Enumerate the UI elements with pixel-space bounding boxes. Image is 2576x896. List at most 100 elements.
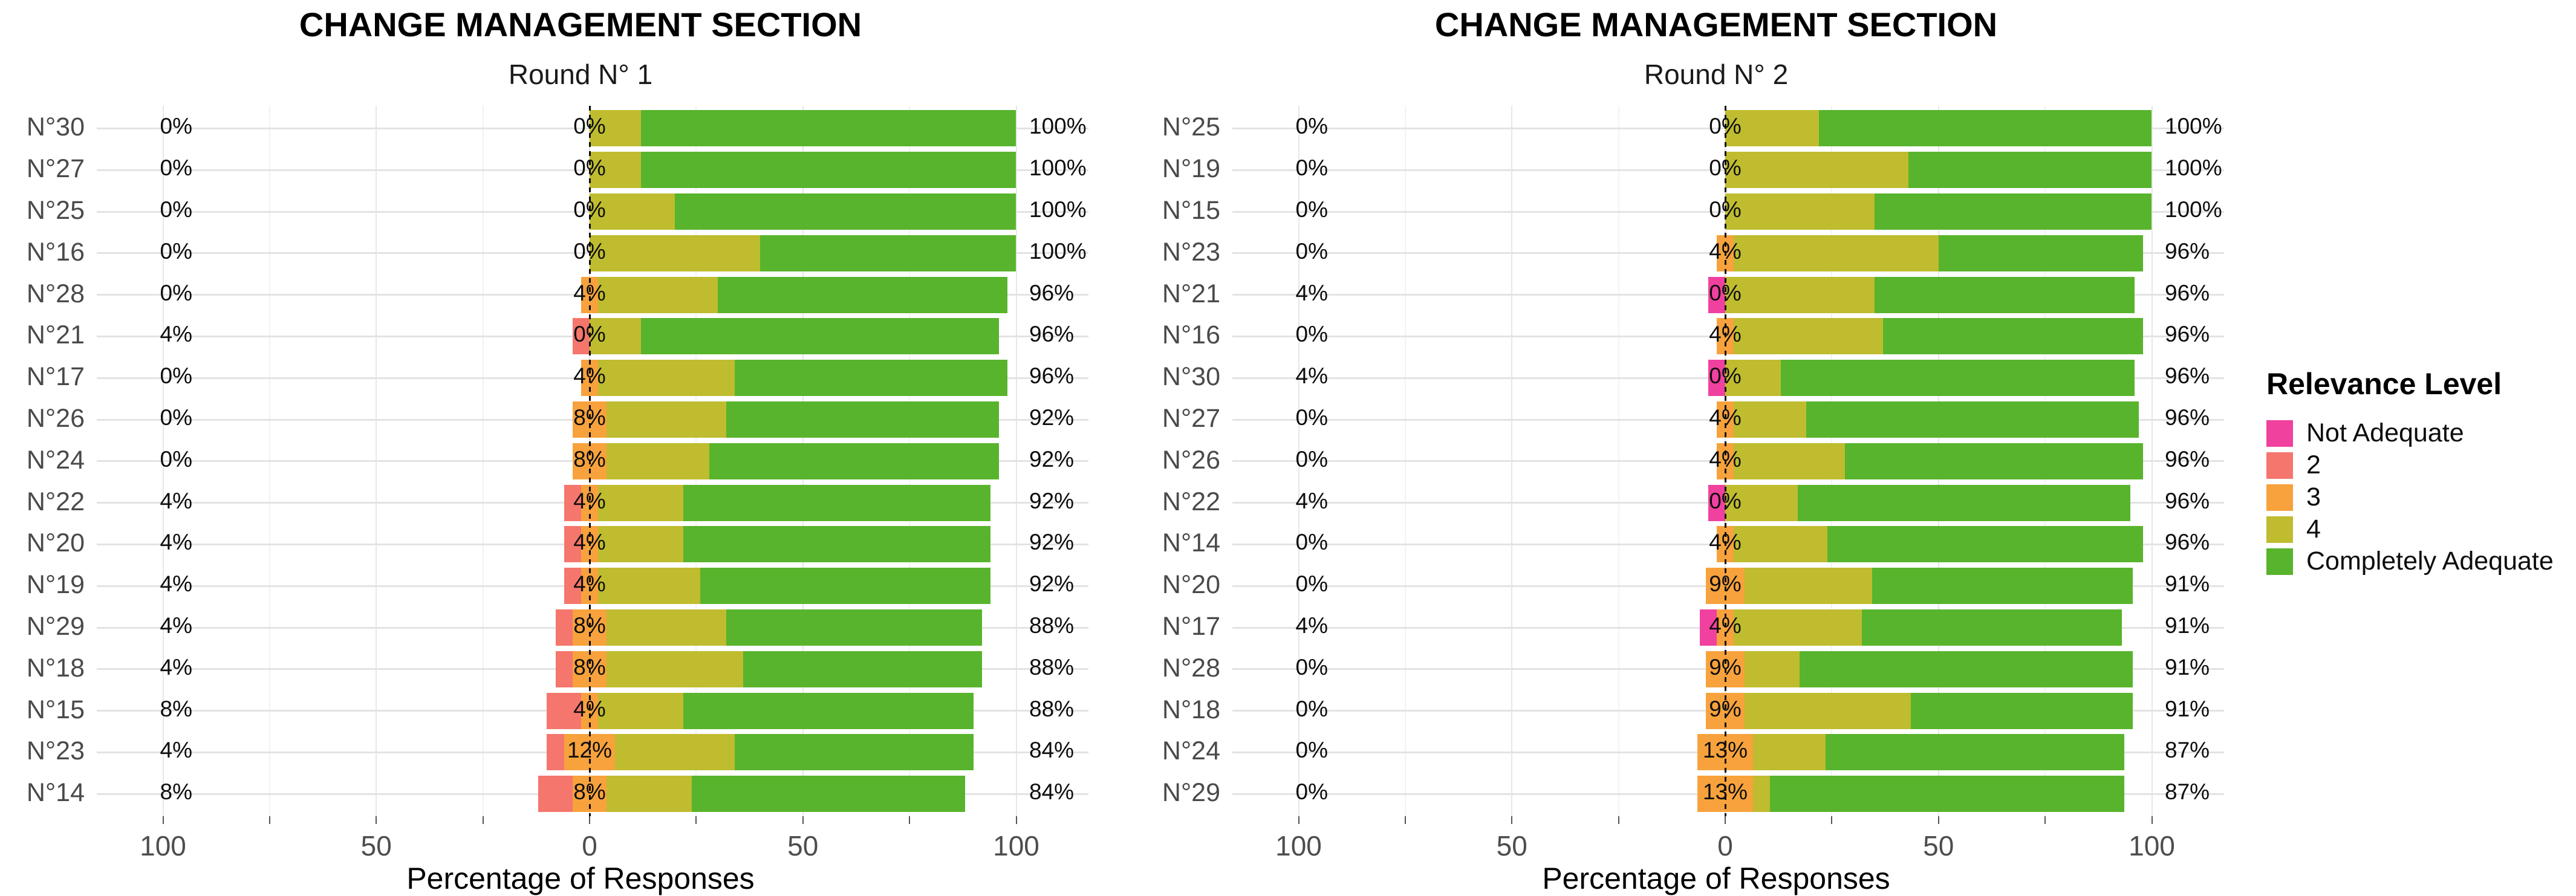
row-right-percent-label: 91% <box>2165 654 2210 680</box>
legend-item-label: Not Adequate <box>2306 418 2464 447</box>
row-item-label: N°23 <box>26 736 85 766</box>
bar-segment-level-4 <box>1725 152 1909 189</box>
bar-segment-completely-adequate <box>1800 651 2133 687</box>
x-tick-label: 50 <box>1923 830 1954 862</box>
bar-segment-level-4 <box>607 609 726 646</box>
bar-segment-completely-adequate <box>726 609 983 646</box>
bar-segment-level-4 <box>607 401 726 438</box>
row-right-percent-label: 100% <box>1029 155 1087 181</box>
x-axis-tick <box>268 816 270 824</box>
row-right-percent-label: 100% <box>2165 155 2222 181</box>
row-right-percent-label: 88% <box>1029 696 1075 721</box>
bar-segment-level-4 <box>1725 484 1798 521</box>
row-right-percent-label: 96% <box>1029 363 1075 389</box>
legend-title: Relevance Level <box>2266 367 2502 401</box>
row-item-label: N°16 <box>1162 320 1220 350</box>
row-left-percent-label: 0% <box>1295 446 1328 472</box>
bar-segment-level-4 <box>598 526 684 563</box>
plot-panel: 100 50 0 50 100 N°30 0% 0% 100% N°27 0% 0% 100% N°25 0… <box>0 0 1137 895</box>
row-item-label: N°24 <box>1162 736 1220 766</box>
row-left-percent-label: 0% <box>160 405 192 430</box>
x-axis-tick <box>1725 816 1726 824</box>
bar-segment-level-4 <box>590 318 641 355</box>
row-center-percent-label: 4% <box>1709 446 1742 472</box>
row-center-percent-label: 4% <box>573 280 606 305</box>
chart-title: CHANGE MANAGEMENT SECTION <box>299 5 862 44</box>
legend-swatch-2 <box>2266 452 2293 479</box>
bar-segment-completely-adequate <box>1770 776 2124 813</box>
row-left-percent-label: 4% <box>160 654 192 680</box>
x-tick-label: 50 <box>360 830 392 862</box>
row-right-percent-label: 91% <box>2165 696 2210 721</box>
row-left-percent-label: 4% <box>160 613 192 638</box>
row-center-percent-label: 4% <box>573 488 606 513</box>
row-left-percent-label: 4% <box>1295 613 1328 638</box>
row-right-percent-label: 96% <box>2165 363 2210 389</box>
row-center-percent-label: 8% <box>573 446 606 472</box>
row-right-percent-label: 96% <box>2165 322 2210 347</box>
bar-segment-not-adequate <box>1708 484 1725 521</box>
x-axis-tick <box>909 816 911 824</box>
x-axis-tick <box>1511 816 1513 824</box>
bar-segment-completely-adequate <box>1844 443 2144 479</box>
row-left-percent-label: 4% <box>1295 363 1328 389</box>
x-axis-tick <box>376 816 377 824</box>
row-right-percent-label: 87% <box>2165 738 2210 763</box>
bar-segment-completely-adequate <box>1825 734 2124 771</box>
bar-segment-level-2 <box>547 692 581 729</box>
bar-segment-level-4 <box>1744 651 1800 687</box>
bar-segment-level-4 <box>1725 276 1875 313</box>
row-center-percent-label: 4% <box>1709 322 1742 347</box>
row-left-percent-label: 8% <box>160 779 192 805</box>
bar-segment-level-4 <box>1734 318 1884 355</box>
row-right-percent-label: 92% <box>1029 571 1075 597</box>
row-item-label: N°17 <box>1162 612 1220 641</box>
bar-segment-completely-adequate <box>1819 110 2152 147</box>
chart-round-1: CHANGE MANAGEMENT SECTION Round N° 1 100… <box>0 0 1137 895</box>
row-center-percent-label: 4% <box>1709 238 1742 264</box>
row-item-label: N°16 <box>26 237 85 267</box>
row-center-percent-label: 0% <box>1709 280 1742 305</box>
bar-segment-completely-adequate <box>1797 484 2131 521</box>
row-item-label: N°29 <box>1162 778 1220 808</box>
bar-segment-level-4 <box>607 651 743 687</box>
row-right-percent-label: 100% <box>2165 114 2222 139</box>
row-item-label: N°24 <box>26 445 85 475</box>
x-tick-label: 50 <box>1496 830 1527 862</box>
chart-round-2: CHANGE MANAGEMENT SECTION Round N° 2 100… <box>1136 0 2272 895</box>
row-left-percent-label: 0% <box>1295 779 1328 805</box>
row-left-percent-label: 0% <box>160 446 192 472</box>
x-axis-tick <box>2044 816 2046 824</box>
bar-segment-level-4 <box>1744 568 1873 605</box>
legend-item-label: 4 <box>2306 515 2321 544</box>
bar-segment-completely-adequate <box>700 568 991 605</box>
bar-segment-level-4 <box>1752 776 1771 813</box>
row-item-label: N°27 <box>1162 404 1220 433</box>
chart-title: CHANGE MANAGEMENT SECTION <box>1434 5 1998 44</box>
x-tick-label: 100 <box>2129 830 2175 862</box>
bar-segment-level-4 <box>598 692 684 729</box>
bar-segment-level-4 <box>1744 692 1911 729</box>
row-item-label: N°21 <box>1162 279 1220 308</box>
bar-segment-completely-adequate <box>683 484 991 521</box>
x-tick-label: 100 <box>993 830 1039 862</box>
bar-segment-completely-adequate <box>709 443 1000 479</box>
bar-segment-level-4 <box>590 193 675 230</box>
bar-segment-completely-adequate <box>1874 193 2152 230</box>
bar-segment-level-4 <box>1734 443 1845 479</box>
row-left-percent-label: 0% <box>1295 405 1328 430</box>
row-right-percent-label: 84% <box>1029 738 1075 763</box>
bar-segment-level-2 <box>555 609 573 646</box>
row-left-percent-label: 0% <box>160 197 192 222</box>
bar-segment-completely-adequate <box>734 734 974 771</box>
bar-segment-level-4 <box>1734 609 1862 646</box>
bar-segment-completely-adequate <box>760 235 1016 271</box>
x-axis-title: Percentage of Responses <box>1542 862 1890 895</box>
row-right-percent-label: 96% <box>2165 405 2210 430</box>
bar-segment-level-4 <box>1734 235 1939 271</box>
row-right-percent-label: 92% <box>1029 405 1075 430</box>
row-center-percent-label: 0% <box>573 155 606 181</box>
row-center-percent-label: 8% <box>573 779 606 805</box>
bar-segment-completely-adequate <box>1908 152 2152 189</box>
bar-segment-level-2 <box>564 526 581 563</box>
